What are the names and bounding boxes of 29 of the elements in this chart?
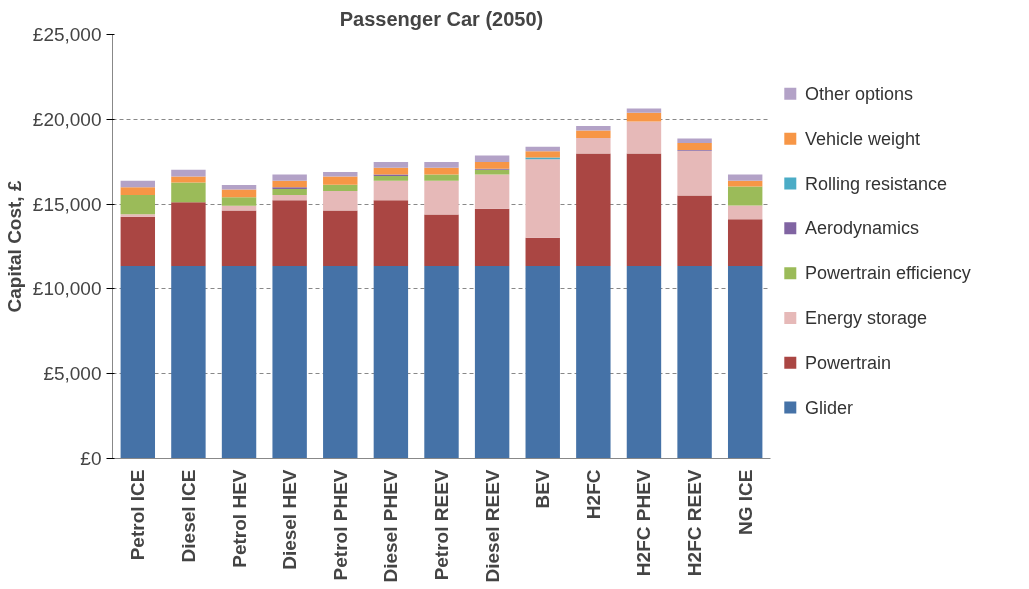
y-axis-title: Capital Cost, £ bbox=[3, 180, 25, 313]
x-tick-label: Diesel HEV bbox=[279, 469, 301, 570]
x-tick-label: Diesel ICE bbox=[177, 469, 199, 563]
legend-label: Glider bbox=[805, 397, 854, 418]
y-tick-label: £0 bbox=[80, 448, 102, 469]
chart-title: Passenger Car (2050) bbox=[339, 7, 544, 30]
x-tick-label: H2FC REEV bbox=[684, 469, 706, 577]
legend-label: Powertrain efficiency bbox=[805, 263, 971, 284]
x-tick-label: H2FC bbox=[582, 469, 604, 520]
x-tick-label: H2FC PHEV bbox=[633, 469, 655, 577]
y-tick-label: £5,000 bbox=[43, 363, 102, 385]
legend-label: Rolling resistance bbox=[805, 173, 948, 194]
legend-label: Vehicle weight bbox=[805, 128, 921, 149]
y-tick-label: £20,000 bbox=[32, 108, 102, 130]
y-tick-label: £10,000 bbox=[32, 278, 102, 300]
y-tick-label: £25,000 bbox=[32, 24, 102, 45]
x-tick-label: BEV bbox=[532, 469, 554, 509]
legend-label: Energy storage bbox=[805, 307, 928, 328]
x-tick-label: Petrol ICE bbox=[127, 469, 149, 561]
x-tick-label: NG ICE bbox=[734, 469, 756, 535]
x-tick-label: Diesel PHEV bbox=[380, 469, 402, 583]
x-tick-label: Petrol REEV bbox=[431, 469, 452, 581]
y-tick-label: £15,000 bbox=[32, 193, 102, 215]
legend-label: Other options bbox=[805, 83, 914, 104]
legend-label: Powertrain bbox=[805, 352, 892, 373]
legend-label: Aerodynamics bbox=[805, 218, 920, 239]
x-tick-label: Petrol PHEV bbox=[329, 469, 351, 581]
x-tick-label: Diesel REEV bbox=[481, 469, 503, 583]
x-tick-label: Petrol HEV bbox=[228, 469, 250, 568]
